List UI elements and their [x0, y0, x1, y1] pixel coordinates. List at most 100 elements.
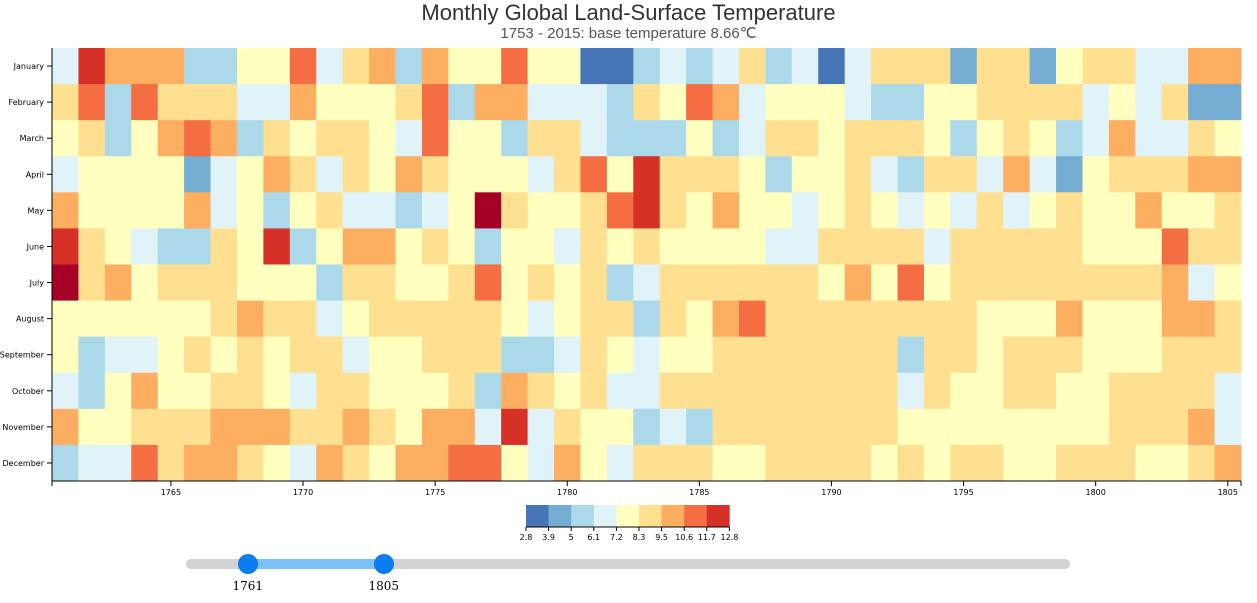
heatmap-cell[interactable] [210, 408, 238, 446]
heatmap-cell[interactable] [712, 336, 740, 374]
heatmap-cell[interactable] [633, 300, 661, 338]
heatmap-cell[interactable] [871, 48, 898, 85]
heatmap-cell[interactable] [131, 192, 159, 229]
heatmap-cell[interactable] [448, 48, 476, 85]
heatmap-cell[interactable] [1161, 300, 1189, 338]
heatmap-cell[interactable] [554, 84, 581, 121]
heatmap-cell[interactable] [897, 444, 925, 482]
heatmap-cell[interactable] [236, 444, 264, 482]
heatmap-cell[interactable] [236, 156, 264, 193]
heatmap-cell[interactable] [1082, 372, 1110, 410]
heatmap-cell[interactable] [606, 48, 634, 85]
heatmap-cell[interactable] [1161, 264, 1189, 301]
heatmap-cell[interactable] [1029, 84, 1057, 121]
heatmap-cell[interactable] [1188, 372, 1215, 410]
heatmap-cell[interactable] [1161, 228, 1189, 265]
heatmap-cell[interactable] [501, 84, 528, 121]
heatmap-cell[interactable] [342, 300, 370, 338]
heatmap-cell[interactable] [78, 228, 106, 265]
heatmap-cell[interactable] [923, 192, 951, 229]
heatmap-cell[interactable] [1029, 48, 1057, 85]
heatmap-cell[interactable] [976, 264, 1004, 301]
heatmap-cell[interactable] [738, 300, 766, 338]
heatmap-cell[interactable] [1056, 228, 1083, 265]
heatmap-cell[interactable] [78, 192, 106, 229]
heatmap-cell[interactable] [1082, 264, 1110, 301]
heatmap-cell[interactable] [1135, 228, 1163, 265]
heatmap-cell[interactable] [738, 156, 766, 193]
heatmap-cell[interactable] [1188, 444, 1215, 482]
heatmap-cell[interactable] [1108, 156, 1136, 193]
heatmap-cell[interactable] [342, 336, 370, 374]
heatmap-cell[interactable] [1082, 48, 1110, 85]
heatmap-cell[interactable] [448, 192, 476, 229]
heatmap-cell[interactable] [474, 156, 502, 193]
heatmap-cell[interactable] [976, 336, 1004, 374]
heatmap-cell[interactable] [52, 156, 79, 193]
heatmap-cell[interactable] [897, 156, 925, 193]
heatmap-cell[interactable] [580, 300, 608, 338]
heatmap-cell[interactable] [1161, 408, 1189, 446]
heatmap-cell[interactable] [950, 372, 978, 410]
heatmap-cell[interactable] [791, 84, 819, 121]
heatmap-cell[interactable] [606, 84, 634, 121]
heatmap-cell[interactable] [1056, 192, 1083, 229]
heatmap-cell[interactable] [395, 192, 423, 229]
heatmap-cell[interactable] [104, 156, 132, 193]
heatmap-cell[interactable] [1135, 120, 1163, 157]
heatmap-cell[interactable] [606, 120, 634, 157]
heatmap-cell[interactable] [1003, 48, 1031, 85]
heatmap-cell[interactable] [369, 48, 396, 85]
heatmap-cell[interactable] [606, 372, 634, 410]
heatmap-cell[interactable] [369, 372, 396, 410]
heatmap-cell[interactable] [157, 192, 185, 229]
heatmap-cell[interactable] [104, 264, 132, 301]
heatmap-cell[interactable] [1082, 192, 1110, 229]
heatmap-cell[interactable] [342, 192, 370, 229]
heatmap-cell[interactable] [844, 228, 872, 265]
heatmap-cell[interactable] [448, 264, 476, 301]
heatmap-cell[interactable] [316, 372, 344, 410]
heatmap-cell[interactable] [210, 372, 238, 410]
heatmap-cell[interactable] [474, 84, 502, 121]
heatmap-cell[interactable] [844, 84, 872, 121]
heatmap-cell[interactable] [131, 372, 159, 410]
heatmap-cell[interactable] [580, 264, 608, 301]
heatmap-cell[interactable] [923, 156, 951, 193]
heatmap-cell[interactable] [131, 228, 159, 265]
heatmap-cell[interactable] [686, 48, 713, 85]
heatmap-cell[interactable] [712, 84, 740, 121]
heatmap-cell[interactable] [765, 192, 793, 229]
heatmap-cell[interactable] [527, 156, 555, 193]
heatmap-cell[interactable] [1029, 300, 1057, 338]
heatmap-cell[interactable] [950, 48, 978, 85]
heatmap-cell[interactable] [923, 300, 951, 338]
heatmap-cell[interactable] [738, 444, 766, 482]
heatmap-cell[interactable] [1108, 228, 1136, 265]
heatmap-cell[interactable] [501, 336, 528, 374]
heatmap-cell[interactable] [104, 84, 132, 121]
heatmap-cell[interactable] [1161, 372, 1189, 410]
heatmap-cell[interactable] [580, 48, 608, 85]
heatmap-cell[interactable] [1214, 336, 1242, 374]
heatmap-cell[interactable] [818, 444, 846, 482]
heatmap-cell[interactable] [791, 444, 819, 482]
heatmap-cell[interactable] [1188, 228, 1215, 265]
heatmap-cell[interactable] [976, 84, 1004, 121]
heatmap-cell[interactable] [369, 84, 396, 121]
heatmap-cell[interactable] [395, 84, 423, 121]
heatmap-cell[interactable] [263, 48, 291, 85]
heatmap-cell[interactable] [1214, 408, 1242, 446]
heatmap-cell[interactable] [236, 84, 264, 121]
heatmap-cell[interactable] [738, 84, 766, 121]
heatmap-cell[interactable] [871, 228, 898, 265]
heatmap-cell[interactable] [765, 300, 793, 338]
heatmap-cell[interactable] [606, 300, 634, 338]
heatmap-cell[interactable] [1082, 408, 1110, 446]
heatmap-cell[interactable] [791, 300, 819, 338]
heatmap-cell[interactable] [659, 372, 687, 410]
heatmap-cell[interactable] [448, 300, 476, 338]
heatmap-cell[interactable] [157, 372, 185, 410]
heatmap-cell[interactable] [1082, 84, 1110, 121]
heatmap-cell[interactable] [236, 408, 264, 446]
